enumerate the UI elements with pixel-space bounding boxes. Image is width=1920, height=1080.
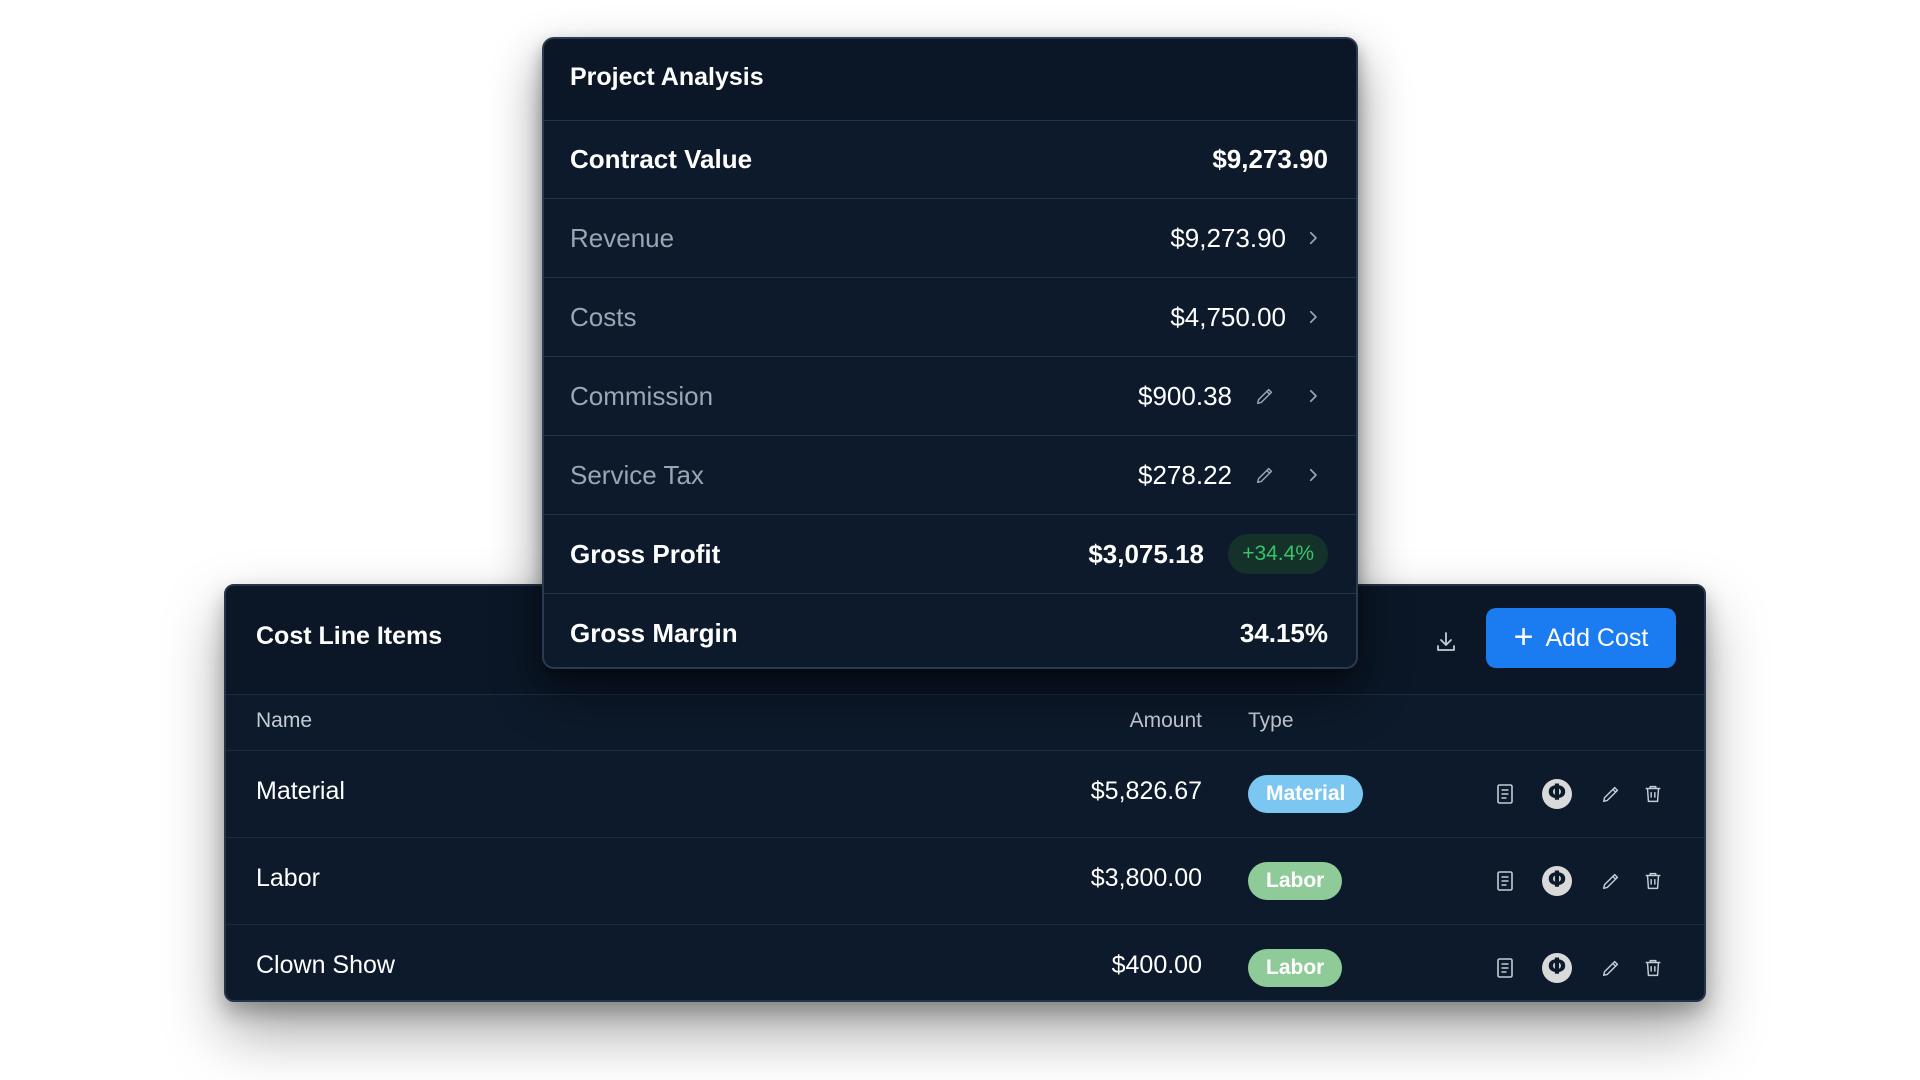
trash-icon <box>1645 872 1661 890</box>
contract-value-row: Contract Value $9,273.90 <box>544 120 1356 199</box>
pencil-icon <box>1256 467 1273 484</box>
document-icon <box>1497 958 1513 978</box>
analysis-card-title: Project Analysis <box>570 63 764 91</box>
document-icon <box>1497 784 1513 804</box>
document-icon <box>1497 871 1513 891</box>
type-badge: Material <box>1248 775 1364 813</box>
project-analysis-card: Project Analysis Contract Value $9,273.9… <box>542 37 1358 669</box>
gross-profit-row: Gross Profit $3,075.18 +34.4% <box>544 515 1356 594</box>
commission-row[interactable]: Commission $900.38 <box>544 357 1356 436</box>
pencil-icon <box>1602 960 1619 977</box>
download-button[interactable] <box>1426 622 1466 662</box>
row-actions: Φ <box>1486 775 1686 813</box>
trash-icon <box>1645 959 1661 977</box>
chevron-right-icon <box>1309 310 1317 324</box>
pencil-icon <box>1256 388 1273 405</box>
row-name: Clown Show <box>256 951 395 979</box>
chevron-right-icon <box>1309 389 1317 403</box>
revenue-label: Revenue <box>570 223 675 253</box>
receipt-button[interactable] <box>1486 775 1524 813</box>
costs-label: Costs <box>570 302 637 332</box>
costs-amount: $4,750.00 <box>1170 302 1286 332</box>
phi-button[interactable]: Φ <box>1538 949 1576 987</box>
pencil-icon <box>1602 786 1619 803</box>
plus-icon: + <box>1513 617 1534 656</box>
column-header-type: Type <box>1248 709 1294 732</box>
phi-button[interactable]: Φ <box>1538 862 1576 900</box>
contract-value-label: Contract Value <box>570 144 753 174</box>
cost-card-title: Cost Line Items <box>256 622 443 650</box>
download-icon <box>1437 632 1455 651</box>
service-tax-row[interactable]: Service Tax $278.22 <box>544 436 1356 515</box>
revenue-amount: $9,273.90 <box>1170 223 1286 253</box>
chevron-right-icon <box>1309 231 1317 245</box>
gross-margin-value: 34.15% <box>1239 618 1328 648</box>
receipt-button[interactable] <box>1486 862 1524 900</box>
row-amount: $3,800.00 <box>1090 864 1202 892</box>
commission-amount: $900.38 <box>1138 381 1232 411</box>
pencil-icon <box>1602 873 1619 890</box>
delete-button[interactable] <box>1634 862 1672 900</box>
row-amount: $5,826.67 <box>1090 777 1202 805</box>
add-cost-label: Add Cost <box>1545 623 1649 652</box>
type-badge: Labor <box>1248 862 1343 900</box>
commission-edit-button[interactable] <box>1250 381 1280 411</box>
add-cost-button[interactable]: + Add Cost <box>1486 608 1676 668</box>
gross-margin-label: Gross Margin <box>570 618 738 648</box>
phi-icon: Φ <box>1542 953 1572 983</box>
phi-icon: Φ <box>1542 779 1572 809</box>
gross-margin-row: Gross Margin 34.15% <box>544 594 1356 667</box>
receipt-button[interactable] <box>1486 949 1524 987</box>
revenue-row[interactable]: Revenue $9,273.90 <box>544 199 1356 278</box>
commission-chevron[interactable] <box>1298 381 1328 411</box>
commission-label: Commission <box>570 381 714 411</box>
row-name: Material <box>256 777 345 805</box>
service-tax-amount: $278.22 <box>1138 460 1232 490</box>
row-name: Labor <box>256 864 320 892</box>
row-actions: Φ <box>1486 862 1686 900</box>
contract-value-amount: $9,273.90 <box>1212 144 1328 174</box>
delete-button[interactable] <box>1634 775 1672 813</box>
table-row: Clown Show $400.00 Labor Φ <box>226 925 1704 1000</box>
phi-button[interactable]: Φ <box>1538 775 1576 813</box>
analysis-card-header: Project Analysis <box>544 39 1356 121</box>
chevron-right-icon <box>1309 468 1317 482</box>
table-header: Name Amount Type <box>226 694 1704 751</box>
edit-button[interactable] <box>1592 949 1630 987</box>
revenue-chevron[interactable] <box>1298 223 1328 253</box>
phi-icon: Φ <box>1542 866 1572 896</box>
service-tax-label: Service Tax <box>570 460 704 490</box>
type-badge: Labor <box>1248 949 1343 987</box>
edit-button[interactable] <box>1592 862 1630 900</box>
delete-button[interactable] <box>1634 949 1672 987</box>
column-header-name: Name <box>256 709 313 732</box>
service-tax-chevron[interactable] <box>1298 460 1328 490</box>
trash-icon <box>1645 785 1661 803</box>
column-header-amount: Amount <box>1129 709 1202 732</box>
gross-profit-amount: $3,075.18 <box>1088 539 1204 569</box>
table-row: Material $5,826.67 Material Φ <box>226 751 1704 838</box>
costs-chevron[interactable] <box>1298 302 1328 332</box>
gross-profit-label: Gross Profit <box>570 539 721 569</box>
costs-row[interactable]: Costs $4,750.00 <box>544 278 1356 357</box>
gross-profit-change-badge: +34.4% <box>1228 534 1328 574</box>
row-actions: Φ <box>1486 949 1686 987</box>
service-tax-edit-button[interactable] <box>1250 460 1280 490</box>
row-amount: $400.00 <box>1111 951 1202 979</box>
edit-button[interactable] <box>1592 775 1630 813</box>
table-row: Labor $3,800.00 Labor Φ <box>226 838 1704 925</box>
